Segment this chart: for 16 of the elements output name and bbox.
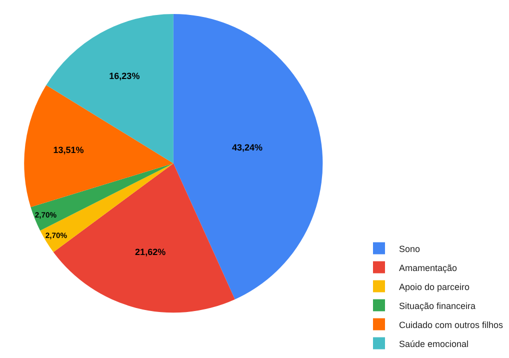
data-label: 2,70% [34,210,57,220]
pie-slice [30,163,174,231]
legend-label: Situação financeira [399,300,476,311]
pie-slice [46,14,174,164]
data-label: 43,24% [232,142,262,152]
data-label: 16,23% [109,70,140,81]
legend-label: Apoio do parceiro [399,282,470,292]
legend-label: Cuidado com outros filhos [399,320,504,330]
data-label: 2,70% [45,231,68,240]
pie-slice [24,85,174,208]
pie-slice [173,14,323,300]
data-label: 13,51% [53,144,84,155]
data-label: 21,62% [135,247,166,258]
legend-label: Sono [399,244,420,254]
legend-label: Amamentação [399,262,458,273]
legend-label: Saúde emocional [399,338,469,349]
